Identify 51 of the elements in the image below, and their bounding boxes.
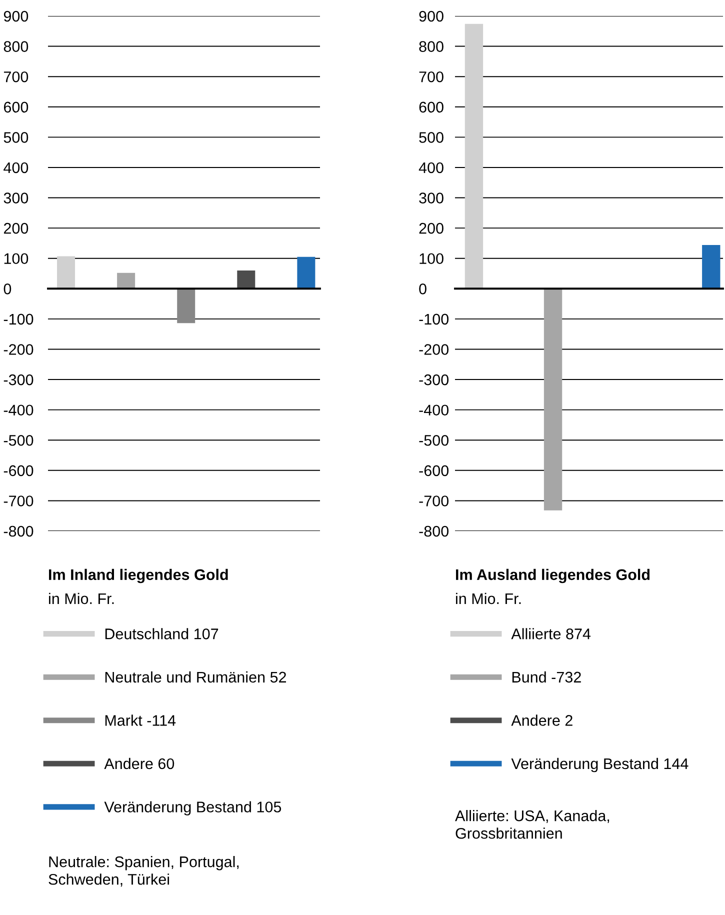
y-tick-label: -200 <box>4 344 34 355</box>
text: Alliierte: USA, Kanada, Grossbritannien <box>455 810 610 839</box>
legend-label: Veränderung Bestand 105 <box>104 801 282 816</box>
legend-label: Neutrale und Rumänien 52 <box>105 671 286 683</box>
legend-label: Andere 60 <box>104 758 174 770</box>
legend-label: Bund -732 <box>512 671 581 683</box>
y-tick-label: -500 <box>419 434 449 446</box>
y-tick-label: 100 <box>4 253 28 264</box>
y-tick-label: 900 <box>419 10 444 22</box>
y-tick-label: 400 <box>418 162 444 174</box>
y-tick-label: -300 <box>4 374 34 386</box>
y-tick-label: -100 <box>419 314 449 325</box>
text: in Mio. Fr. <box>49 592 114 604</box>
y-tick-label: -600 <box>4 465 34 476</box>
y-tick-label: 400 <box>4 162 28 174</box>
y-tick-label: 0 <box>419 284 426 294</box>
y-tick-label: 0 <box>4 284 12 294</box>
legend-label: Veränderung Bestand 144 <box>511 758 688 772</box>
text: in Mio. Fr. <box>456 592 521 604</box>
y-tick-label: -500 <box>4 434 34 446</box>
y-tick-label: -300 <box>419 374 449 386</box>
y-tick-label: 700 <box>4 71 28 82</box>
y-tick-label: -600 <box>419 465 449 476</box>
y-tick-label: -400 <box>4 404 34 416</box>
y-tick-label: 200 <box>419 222 444 234</box>
y-tick-label: -200 <box>419 344 449 355</box>
y-tick-label: 200 <box>4 222 28 234</box>
y-tick-label: 800 <box>419 41 444 52</box>
y-tick-label: -700 <box>4 496 34 506</box>
legend-label: Markt -114 <box>105 714 176 726</box>
y-tick-label: 800 <box>4 41 28 52</box>
y-tick-label: 500 <box>419 132 444 143</box>
y-tick-label: 600 <box>419 102 444 113</box>
y-tick-label: -400 <box>419 404 449 416</box>
y-tick-label: 500 <box>4 132 28 143</box>
y-tick-label: 600 <box>4 102 28 113</box>
y-tick-label: 900 <box>4 10 28 22</box>
y-tick-label: -800 <box>4 526 34 537</box>
y-tick-label: -700 <box>419 496 449 506</box>
y-tick-label: 300 <box>419 192 444 204</box>
y-tick-label: 300 <box>4 192 28 204</box>
y-tick-label: -800 <box>419 526 449 537</box>
text: Im Inland liegendes Gold <box>49 568 228 584</box>
legend-label: Andere 2 <box>511 714 572 726</box>
y-tick-label: 700 <box>419 71 444 82</box>
y-tick-label: 100 <box>420 253 444 264</box>
text: Im Ausland liegendes Gold <box>456 568 650 584</box>
legend-label: Alliierte 874 <box>511 628 591 640</box>
text: Neutrale: Spanien, Portugal, Schweden, Türkei <box>48 856 239 887</box>
legend-label: Deutschland 107 <box>105 628 218 640</box>
y-tick-label: -100 <box>4 314 34 325</box>
